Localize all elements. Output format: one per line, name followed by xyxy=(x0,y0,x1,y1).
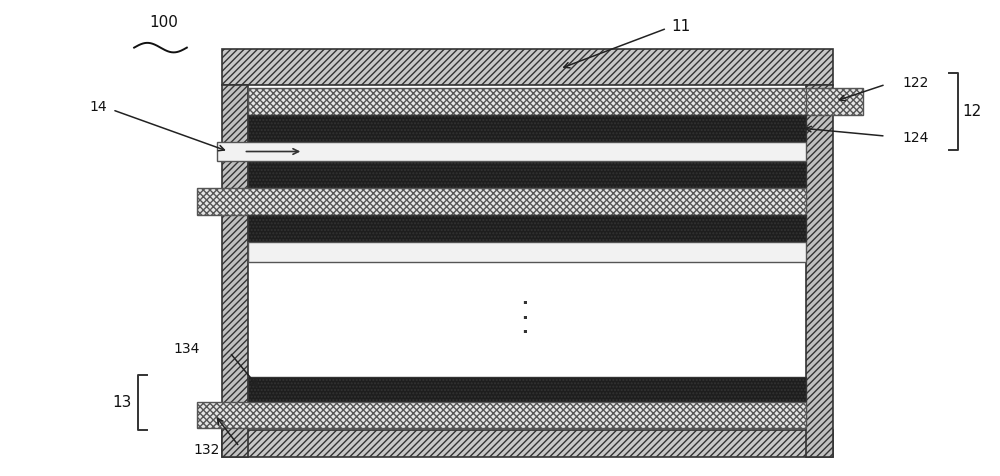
Text: 134: 134 xyxy=(174,342,200,357)
Bar xyxy=(248,115,806,141)
Text: 12: 12 xyxy=(962,104,982,119)
Bar xyxy=(248,377,806,402)
Bar xyxy=(806,85,833,456)
Bar xyxy=(197,402,806,428)
Text: .: . xyxy=(521,289,528,307)
Text: 13: 13 xyxy=(113,395,132,410)
Bar xyxy=(197,188,806,215)
Text: 11: 11 xyxy=(671,19,690,34)
Text: 124: 124 xyxy=(903,131,929,145)
Bar xyxy=(248,215,806,242)
Bar xyxy=(248,88,806,115)
Bar xyxy=(222,430,833,456)
Bar xyxy=(248,161,806,188)
Text: .: . xyxy=(521,319,528,337)
Text: 132: 132 xyxy=(194,443,220,457)
Text: 100: 100 xyxy=(150,15,178,30)
Bar xyxy=(222,49,833,85)
Bar xyxy=(248,242,806,262)
Text: 14: 14 xyxy=(90,100,107,114)
Text: .: . xyxy=(521,305,528,323)
Bar xyxy=(222,85,248,456)
Bar xyxy=(217,141,806,161)
Bar xyxy=(805,88,863,115)
Text: 122: 122 xyxy=(903,77,929,90)
